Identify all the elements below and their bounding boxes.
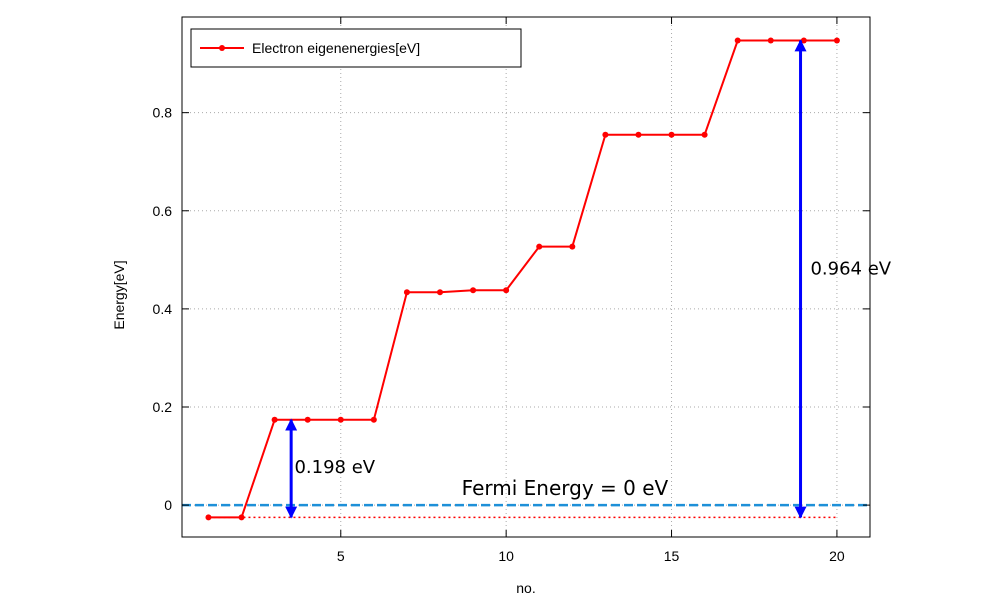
data-point <box>602 131 609 138</box>
x-axis-label: no. <box>516 580 535 596</box>
energy-gap-label: 0.964 eV <box>810 259 891 280</box>
x-tick-label: 15 <box>664 548 680 564</box>
legend-entry: Electron eigenenergies[eV] <box>252 40 420 56</box>
y-tick-label: 0 <box>164 497 172 513</box>
y-tick-label: 0.4 <box>153 301 173 317</box>
annotations: 0.198 eV 0.964 eV <box>285 39 892 519</box>
data-point <box>536 243 543 250</box>
data-point <box>635 131 642 138</box>
series-line <box>208 39 837 519</box>
data-point <box>833 37 840 44</box>
x-tick-label: 20 <box>829 548 845 564</box>
x-tick-label: 10 <box>498 548 514 564</box>
y-axis-label: Energy[eV] <box>111 260 127 329</box>
fermi-energy-label: Fermi Energy = 0 eV <box>462 476 669 500</box>
legend-box <box>190 28 522 68</box>
data-point <box>569 243 576 250</box>
y-tick-label: 0.2 <box>153 399 173 415</box>
data-point <box>205 514 212 521</box>
data-point <box>503 287 510 294</box>
data-point <box>304 416 311 423</box>
ticks: 5 10 15 20 0 0.2 0.4 0.6 0.8 <box>153 17 870 564</box>
energy-gap-label: 0.198 eV <box>294 457 375 478</box>
data-point <box>767 37 774 44</box>
series <box>205 37 840 521</box>
data-point <box>470 287 477 294</box>
legend-marker <box>219 45 225 51</box>
plot-frame <box>181 16 871 538</box>
grid <box>182 17 870 537</box>
data-point <box>437 289 443 296</box>
legend: Electron eigenenergies[eV] <box>190 28 522 68</box>
data-point <box>403 289 410 296</box>
reference-lines: Fermi Energy = 0 eV <box>182 476 870 519</box>
data-point <box>734 37 741 44</box>
data-point <box>337 416 344 423</box>
data-point <box>370 416 377 423</box>
x-tick-label: 5 <box>337 548 345 564</box>
data-point <box>701 131 708 138</box>
y-tick-label: 0.6 <box>153 203 173 219</box>
data-point <box>238 514 245 521</box>
data-point <box>271 416 278 423</box>
data-point <box>668 131 675 138</box>
y-tick-label: 0.8 <box>153 105 173 121</box>
